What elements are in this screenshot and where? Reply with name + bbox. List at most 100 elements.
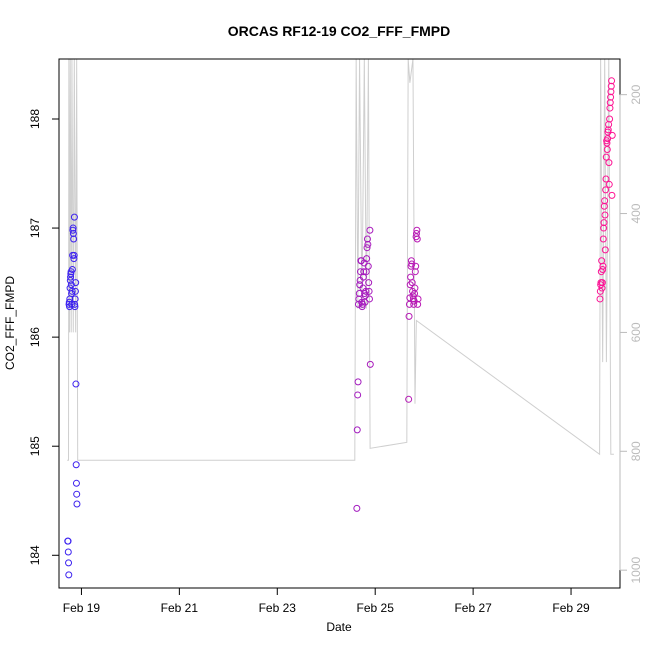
data-point: [604, 126, 612, 134]
data-point: [405, 312, 413, 320]
plot-layer: [64, 58, 616, 579]
data-point: [67, 270, 75, 278]
data-point: [362, 287, 370, 295]
data-point: [410, 300, 418, 308]
data-point: [72, 380, 80, 388]
data-point: [70, 235, 78, 243]
data-point: [71, 295, 79, 303]
y-axis-label: CO2_FFF_FMPD: [3, 276, 17, 370]
data-point: [71, 300, 79, 308]
secondary-y-tick-label: 1000: [629, 557, 643, 584]
data-point: [414, 295, 422, 303]
y-tick-label: 188: [28, 109, 42, 129]
data-point: [353, 504, 361, 512]
data-point: [601, 197, 609, 205]
data-point: [64, 537, 72, 545]
data-point: [360, 268, 368, 276]
x-tick-label: Feb 29: [552, 601, 590, 615]
data-point: [602, 153, 610, 161]
y-tick-label: 184: [28, 545, 42, 565]
data-point: [67, 273, 75, 281]
data-point: [602, 186, 610, 194]
data-point: [354, 378, 362, 386]
data-point: [73, 500, 81, 508]
data-point: [68, 287, 76, 295]
data-point: [599, 235, 607, 243]
x-axis: Feb 19 Feb 21 Feb 23 Feb 25 Feb 27 Feb 29: [63, 587, 590, 615]
data-point: [608, 77, 616, 85]
data-point: [413, 235, 421, 243]
data-point: [70, 251, 78, 259]
data-point: [67, 281, 75, 289]
data-point: [70, 213, 78, 221]
data-point: [363, 235, 371, 243]
y-tick-label: 185: [28, 436, 42, 456]
secondary-y-tick-label: 800: [629, 441, 643, 461]
data-point: [601, 211, 609, 219]
data-point: [69, 230, 77, 238]
chart-title: ORCAS RF12-19 CO2_FFF_FMPD: [228, 23, 450, 39]
data-point: [411, 284, 419, 292]
data-point: [359, 273, 367, 281]
data-point: [413, 226, 421, 234]
data-point: [65, 571, 73, 579]
data-point: [603, 146, 611, 154]
data-point: [365, 279, 373, 287]
data-point: [412, 262, 420, 270]
x-tick-label: Feb 25: [357, 601, 395, 615]
data-point: [72, 279, 80, 287]
data-point: [65, 559, 73, 567]
data-point: [596, 295, 604, 303]
data-point: [606, 99, 614, 107]
data-point: [71, 287, 79, 295]
data-point: [602, 175, 610, 183]
data-point: [365, 295, 373, 303]
data-point: [606, 115, 614, 123]
data-point: [607, 82, 615, 90]
data-point: [405, 300, 413, 308]
x-tick-label: Feb 23: [259, 601, 297, 615]
data-point: [354, 391, 362, 399]
data-point: [71, 303, 79, 311]
data-point: [600, 202, 608, 210]
data-point: [361, 298, 369, 306]
data-point: [601, 246, 609, 254]
data-point: [365, 287, 373, 295]
data-point: [364, 262, 372, 270]
data-point: [608, 131, 616, 139]
data-point: [605, 159, 613, 167]
y-tick-label: 187: [28, 218, 42, 238]
data-point: [599, 266, 607, 274]
data-point: [596, 287, 604, 295]
data-point: [607, 93, 615, 101]
data-point: [68, 266, 76, 274]
data-point: [364, 240, 372, 248]
x-tick-label: Feb 27: [454, 601, 492, 615]
secondary-y-axis: 200 400 600 800 1000: [619, 84, 643, 584]
data-point: [405, 395, 413, 403]
data-point: [603, 139, 611, 147]
data-point: [73, 490, 81, 498]
data-point: [606, 104, 614, 112]
data-point: [598, 279, 606, 287]
data-point: [355, 290, 363, 298]
data-point: [407, 257, 415, 265]
data-point: [70, 255, 78, 263]
x-tick-label: Feb 19: [63, 601, 101, 615]
data-point: [366, 360, 374, 368]
data-point: [366, 226, 374, 234]
data-point: [408, 279, 416, 287]
data-point: [604, 135, 612, 143]
secondary-y-tick-label: 600: [629, 322, 643, 342]
data-point: [605, 180, 613, 188]
y-tick-label: 186: [28, 327, 42, 347]
data-point: [363, 255, 371, 263]
data-point: [414, 300, 422, 308]
data-point: [72, 461, 80, 469]
secondary-y-tick-label: 400: [629, 203, 643, 223]
data-point: [72, 479, 80, 487]
x-axis-label: Date: [326, 620, 352, 634]
data-point: [600, 219, 608, 227]
